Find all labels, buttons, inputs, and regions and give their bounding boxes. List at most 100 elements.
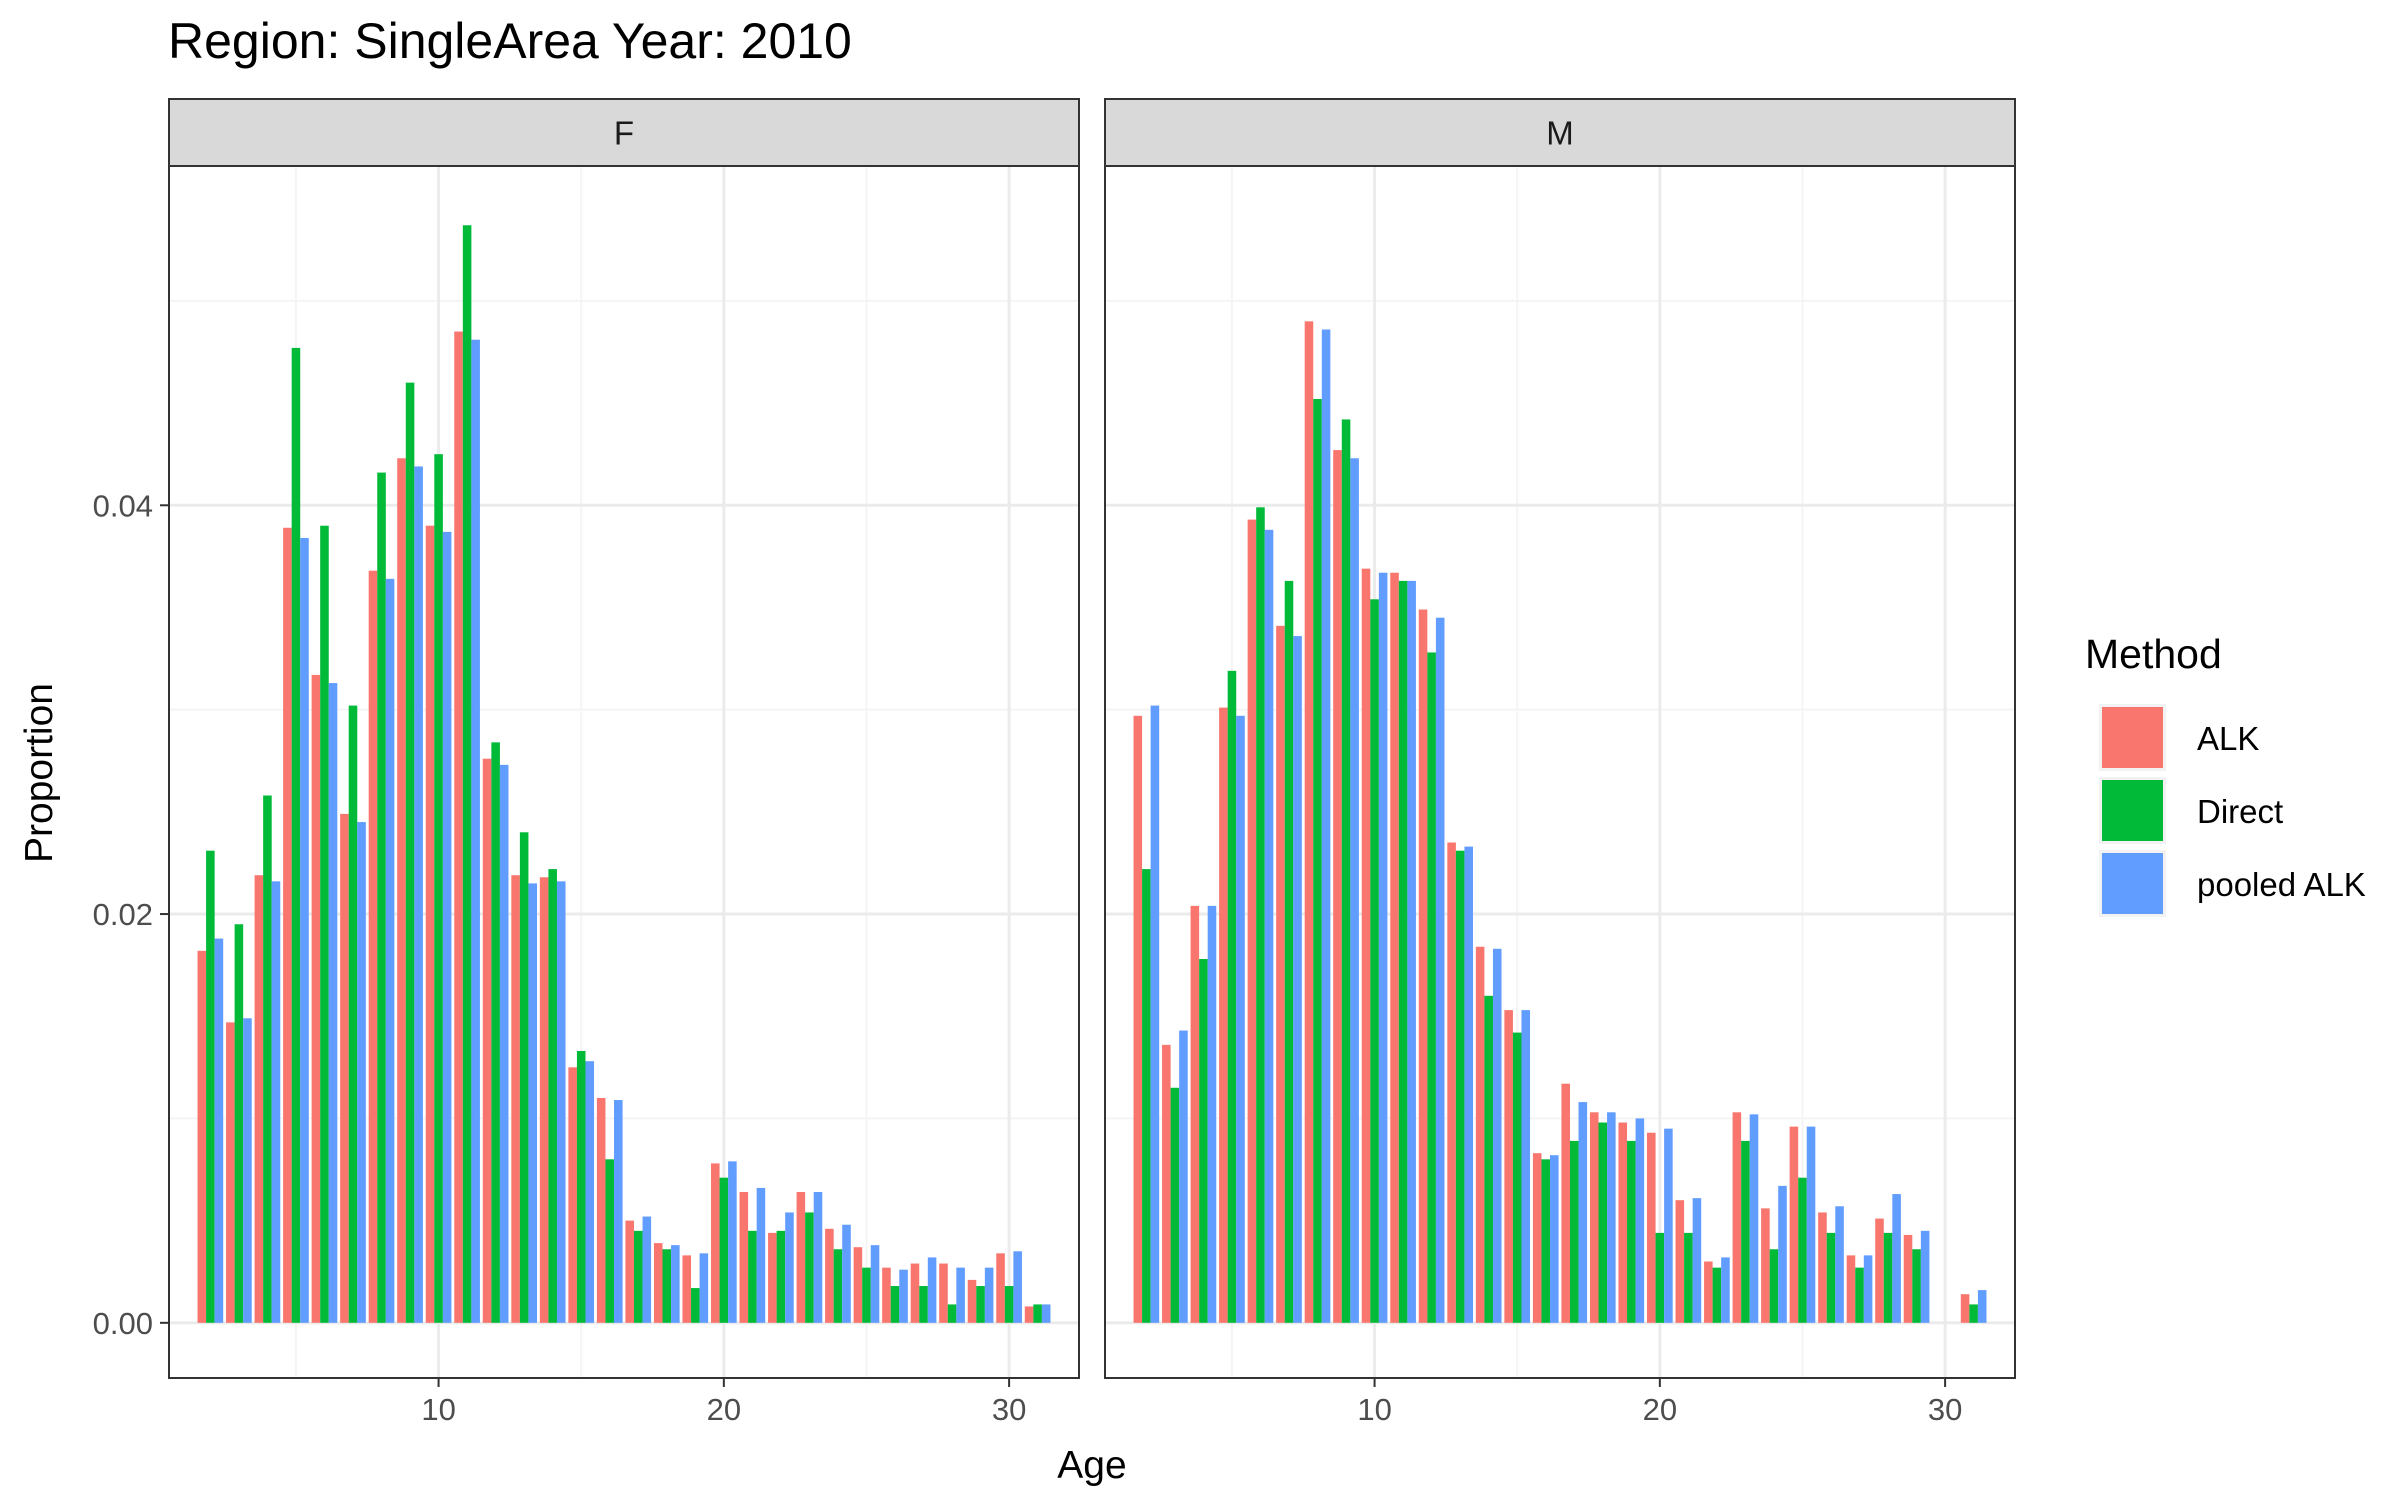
bar (1521, 1010, 1531, 1323)
bar (320, 525, 329, 1323)
bar (870, 1245, 880, 1323)
legend-swatch (2102, 853, 2163, 914)
bar (556, 881, 566, 1323)
bar (711, 1163, 720, 1323)
bar (1512, 1032, 1522, 1323)
bar (1304, 321, 1314, 1323)
bar (1875, 1218, 1884, 1323)
bar (1912, 1249, 1921, 1323)
bar (1883, 1232, 1893, 1323)
series-direct (1142, 398, 1978, 1323)
bar (1024, 1306, 1034, 1323)
bar (984, 1267, 994, 1323)
bar (882, 1267, 891, 1323)
bar (813, 1192, 823, 1323)
bar (214, 938, 224, 1323)
bar (1407, 580, 1416, 1323)
x-tick-label: 30 (992, 1392, 1026, 1427)
bar (956, 1267, 965, 1323)
bar (719, 1177, 729, 1323)
bar (927, 1257, 937, 1323)
legend-label: pooled ALK (2197, 866, 2366, 903)
bar (568, 1067, 577, 1323)
bar (1247, 519, 1257, 1323)
bar (1398, 580, 1408, 1323)
bar (425, 525, 435, 1323)
bar (1550, 1155, 1559, 1323)
bar (1721, 1257, 1730, 1323)
bar (462, 225, 472, 1323)
bar (853, 1247, 863, 1323)
bar (548, 869, 557, 1323)
panel-M: M 10 20 30 (1104, 98, 2016, 1427)
series-alk (1133, 321, 1970, 1323)
bar (1179, 1030, 1188, 1323)
y-tick-label: 0.00 (93, 1306, 153, 1341)
bar (1647, 1132, 1656, 1323)
bar (653, 1243, 663, 1323)
bar (1675, 1200, 1685, 1323)
legend-item-direct: Direct (2099, 777, 2283, 844)
bar (1284, 580, 1294, 1323)
bar (996, 1253, 1005, 1323)
bar (511, 875, 520, 1323)
bar (825, 1228, 834, 1323)
bar (939, 1263, 948, 1323)
bar (1532, 1153, 1542, 1323)
bar (576, 1050, 586, 1323)
bar (397, 458, 406, 1323)
bar (340, 813, 349, 1323)
legend-label: Direct (2197, 793, 2283, 830)
bar (311, 674, 321, 1323)
bar (491, 742, 500, 1323)
strip-label: M (1546, 115, 1574, 152)
y-tick-label: 0.04 (93, 488, 153, 523)
bar (1162, 1044, 1171, 1323)
bar (226, 1022, 235, 1323)
bar (1892, 1194, 1901, 1323)
bar (1855, 1267, 1864, 1323)
bar (1806, 1126, 1816, 1323)
bar (671, 1245, 680, 1323)
strip-background (1104, 98, 2016, 167)
panel-F: F 10 20 30 0.00 0.02 0.04 (93, 98, 1080, 1427)
bar (728, 1161, 737, 1323)
strip-background (168, 98, 1080, 167)
bar (1903, 1234, 1913, 1323)
bar (1589, 1112, 1599, 1323)
bar (1264, 529, 1274, 1323)
bar (1219, 707, 1228, 1323)
bar (300, 537, 309, 1323)
series-alk (197, 331, 1034, 1323)
legend-swatch (2102, 780, 2163, 841)
bar (614, 1100, 623, 1323)
bar (1741, 1140, 1750, 1323)
bar (1041, 1304, 1051, 1323)
bar (862, 1267, 871, 1323)
bar (1541, 1159, 1551, 1323)
bar (919, 1286, 928, 1323)
bar (625, 1220, 634, 1323)
bar (585, 1061, 595, 1323)
bar (1769, 1249, 1779, 1323)
bar (1418, 609, 1428, 1323)
bar (596, 1097, 606, 1323)
bar (1256, 507, 1265, 1323)
bar (283, 527, 292, 1323)
legend-entries: ALK Direct pooled ALK (2099, 704, 2366, 917)
panel-border (168, 165, 1080, 1379)
bar (976, 1286, 985, 1323)
bar (1321, 329, 1331, 1323)
legend-item-pooled-alk: pooled ALK (2099, 850, 2366, 917)
x-axis-label: Age (1057, 1444, 1126, 1487)
bar (739, 1192, 749, 1323)
bar (748, 1230, 757, 1323)
bar (1484, 995, 1493, 1323)
bar (377, 472, 386, 1323)
legend: Method ALK Direct pooled ALK (2085, 631, 2366, 917)
bar (1761, 1208, 1770, 1323)
bar (1655, 1232, 1665, 1323)
bar (1133, 715, 1143, 1323)
bar (385, 578, 395, 1323)
bar (947, 1304, 957, 1323)
